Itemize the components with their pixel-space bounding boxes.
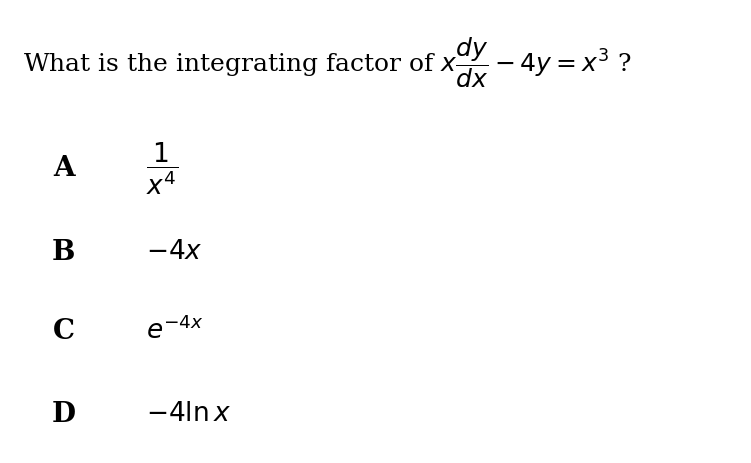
Text: What is the integrating factor of $x\dfrac{dy}{dx}-4y=x^{3}$ ?: What is the integrating factor of $x\dfr… — [23, 35, 631, 90]
Text: $-4\ln x$: $-4\ln x$ — [146, 401, 231, 427]
Text: D: D — [52, 401, 76, 428]
Text: A: A — [53, 156, 74, 182]
Text: $e^{-4x}$: $e^{-4x}$ — [146, 317, 204, 345]
Text: $-4x$: $-4x$ — [146, 239, 204, 265]
Text: C: C — [53, 318, 75, 344]
Text: $\dfrac{1}{x^4}$: $\dfrac{1}{x^4}$ — [146, 141, 179, 197]
Text: B: B — [52, 239, 76, 266]
